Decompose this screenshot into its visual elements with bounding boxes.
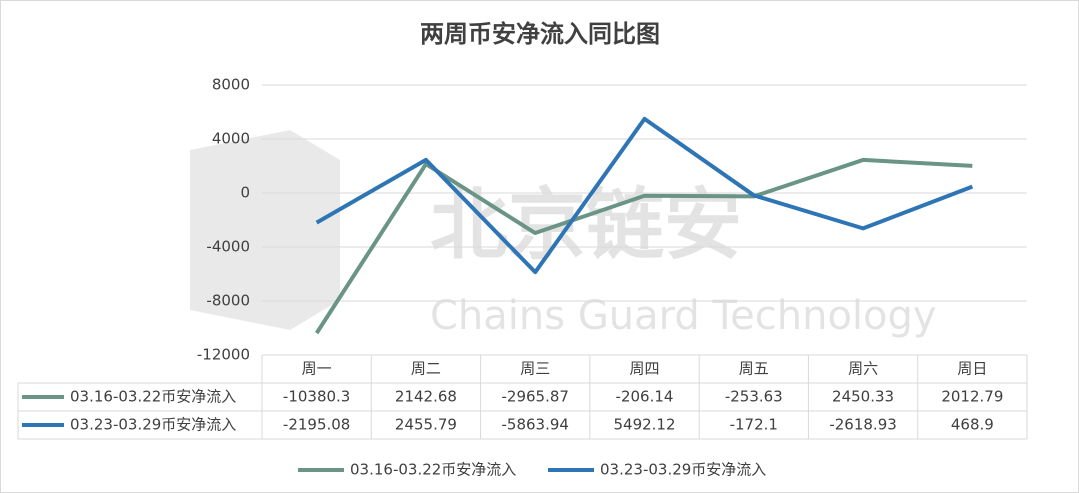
table-series-name: 03.23-03.29币安净流入 xyxy=(70,416,236,434)
y-tick-label: -8000 xyxy=(206,292,250,310)
y-tick-label: -4000 xyxy=(206,238,250,256)
table-series-name: 03.16-03.22币安净流入 xyxy=(70,388,236,406)
legend-label: 03.23-03.29币安净流入 xyxy=(600,461,766,479)
table-cell: -5863.94 xyxy=(501,416,568,434)
table-cell: -2965.87 xyxy=(501,388,568,406)
x-tick-label: 周六 xyxy=(848,360,878,378)
legend-label: 03.16-03.22币安净流入 xyxy=(350,461,516,479)
table-cell: -172.1 xyxy=(730,416,778,434)
table-cell: -2195.08 xyxy=(283,416,350,434)
chart-title: 两周币安净流入同比图 xyxy=(420,20,660,48)
table-cell: 2012.79 xyxy=(941,388,1003,406)
table-cell: 2450.33 xyxy=(832,388,894,406)
table-cell: -10380.3 xyxy=(283,388,350,406)
table-cell: 468.9 xyxy=(951,416,994,434)
watermark-subtitle: Chains Guard Technology xyxy=(430,293,937,339)
series-line xyxy=(314,157,973,335)
x-tick-label: 周日 xyxy=(957,360,987,378)
watermark-logo-shape xyxy=(190,130,340,330)
x-tick-label: 周三 xyxy=(520,360,550,378)
table-cell: -253.63 xyxy=(725,388,783,406)
table-cell: -206.14 xyxy=(616,388,674,406)
table-cell: -2618.93 xyxy=(829,416,896,434)
table-cell: 2455.79 xyxy=(395,416,457,434)
table-cell: 5492.12 xyxy=(613,416,675,434)
x-tick-label: 周二 xyxy=(411,360,441,378)
x-tick-label: 周四 xyxy=(629,360,659,378)
y-tick-label: -12000 xyxy=(197,346,250,364)
table-cell: 2142.68 xyxy=(395,388,457,406)
x-tick-label: 周五 xyxy=(739,360,769,378)
y-tick-label: 8000 xyxy=(212,76,250,94)
y-tick-label: 4000 xyxy=(212,130,250,148)
series-line xyxy=(315,116,974,275)
x-tick-label: 周一 xyxy=(302,360,332,378)
y-tick-label: 0 xyxy=(240,184,250,202)
